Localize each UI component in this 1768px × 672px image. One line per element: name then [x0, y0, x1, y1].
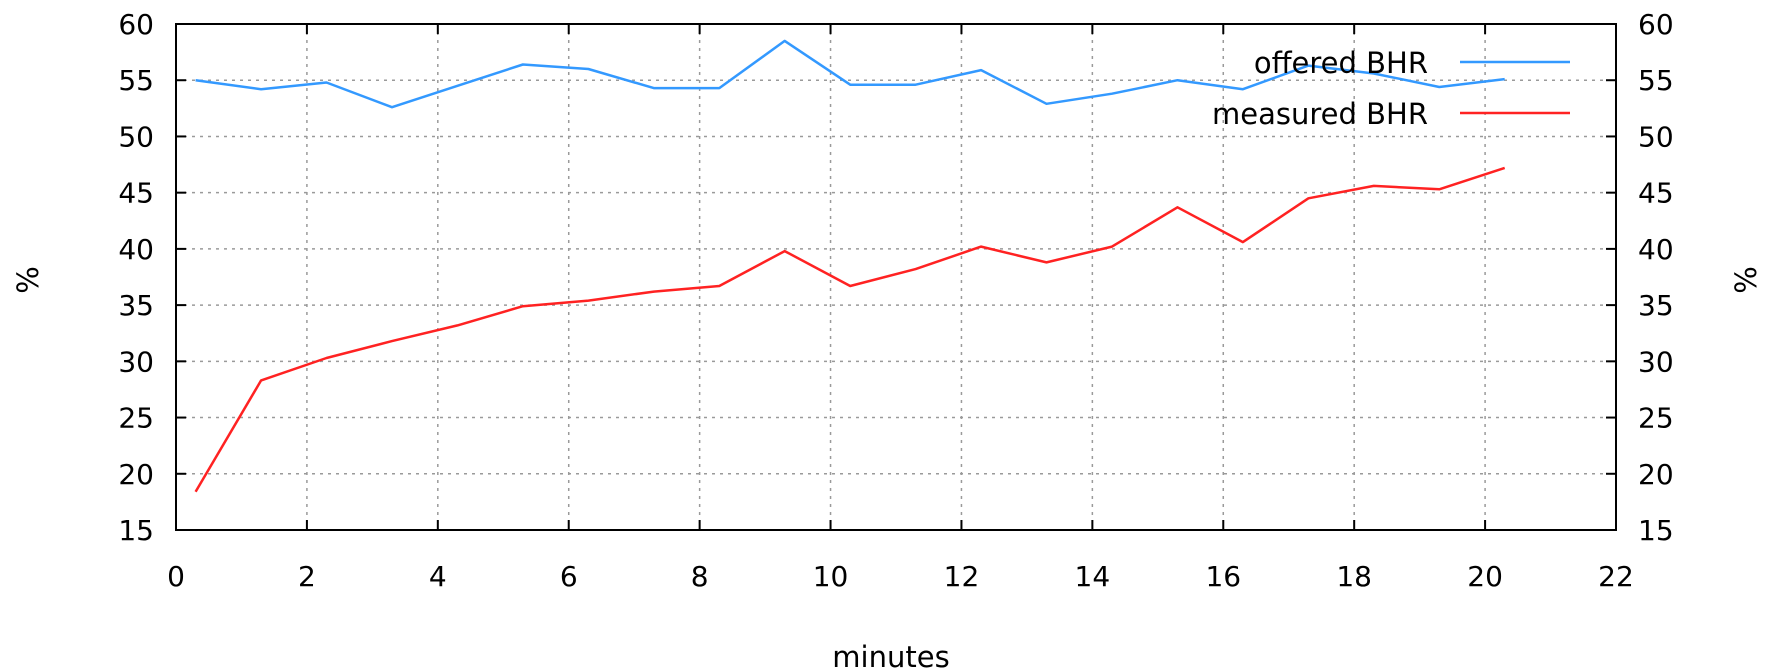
x-tick-label: 6: [560, 560, 578, 593]
x-tick-label: 0: [167, 560, 185, 593]
y2-tick-label: 45: [1638, 177, 1674, 210]
y2-tick-label: 55: [1638, 64, 1674, 97]
y-axis-label: %: [11, 266, 45, 294]
y2-tick-label: 50: [1638, 120, 1674, 153]
y-tick-label: 15: [118, 514, 154, 547]
y-tick-label: 60: [118, 8, 154, 41]
y2-tick-label: 25: [1638, 402, 1674, 435]
y-tick-label: 45: [118, 177, 154, 210]
y2-tick-label: 30: [1638, 345, 1674, 378]
series-line-measured-bhr: [194, 166, 1506, 493]
legend: offered BHR measured BHR: [1212, 46, 1570, 131]
x-tick-label: 10: [813, 560, 849, 593]
legend-label-offered-bhr: offered BHR: [1254, 46, 1428, 80]
x-tick-label: 8: [691, 560, 709, 593]
x-axis-label: minutes: [832, 640, 949, 672]
grid: [176, 24, 1616, 530]
y2-tick-label: 35: [1638, 289, 1674, 322]
x-tick-label: 20: [1467, 560, 1503, 593]
y2-tick-label: 60: [1638, 8, 1674, 41]
x-tick-label: 16: [1205, 560, 1241, 593]
x-tick-label: 2: [298, 560, 316, 593]
y-tick-label: 30: [118, 345, 154, 378]
legend-label-measured-bhr: measured BHR: [1212, 97, 1428, 131]
y-tick-label: 55: [118, 64, 154, 97]
series-line-offered-bhr: [195, 39, 1505, 109]
series-layer: [194, 39, 1506, 493]
x-tick-label: 22: [1598, 560, 1634, 593]
y-tick-label: 25: [118, 402, 154, 435]
y-tick-label: 20: [118, 458, 154, 491]
y2-axis-label: %: [1729, 266, 1763, 294]
y2-tick-label: 15: [1638, 514, 1674, 547]
x-tick-label: 4: [429, 560, 447, 593]
y2-tick-label: 40: [1638, 233, 1674, 266]
plot-frame: [175, 23, 1617, 531]
x-tick-label: 12: [944, 560, 980, 593]
x-tick-label: 14: [1075, 560, 1111, 593]
y2-tick-label: 20: [1638, 458, 1674, 491]
x-tick-label: 18: [1336, 560, 1372, 593]
y-tick-label: 40: [118, 233, 154, 266]
y-tick-label: 50: [118, 120, 154, 153]
y-tick-label: 35: [118, 289, 154, 322]
